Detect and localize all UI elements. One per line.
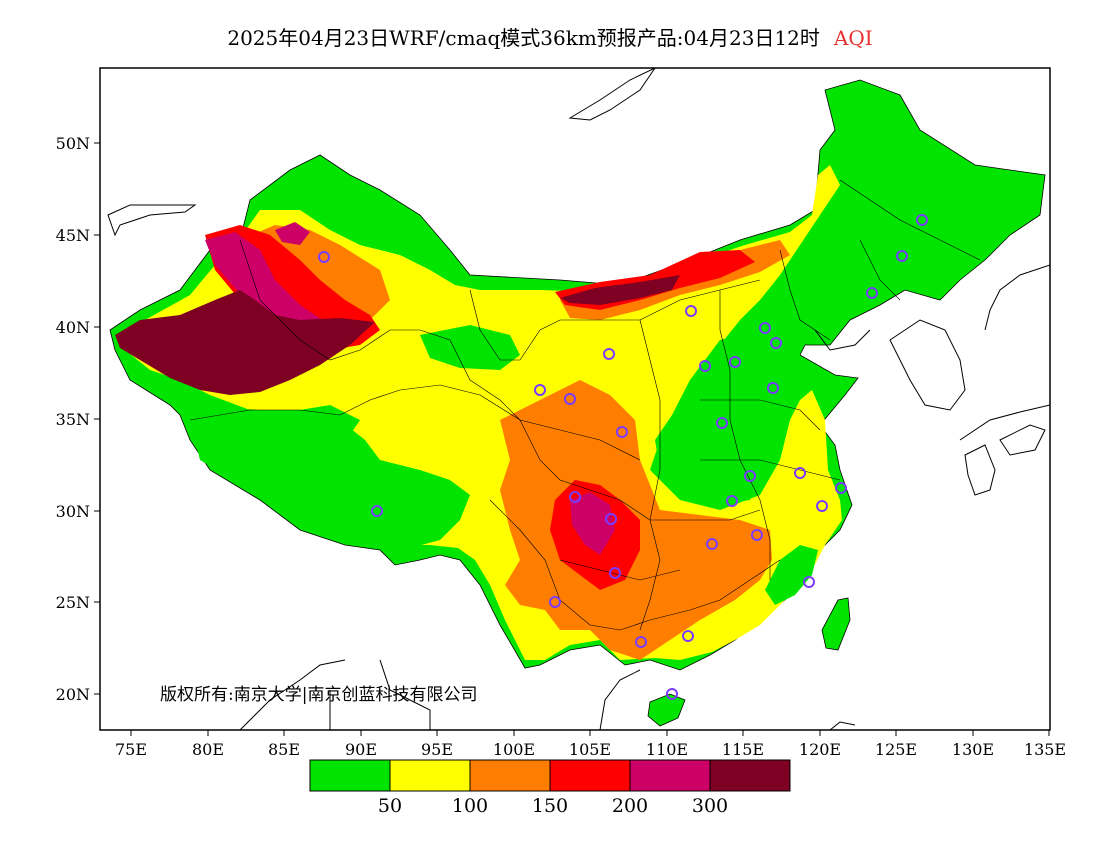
station-marker — [896, 250, 908, 262]
station-marker — [835, 482, 847, 494]
lat-label: 25N — [56, 593, 90, 612]
region-ningxia-good — [420, 325, 520, 370]
lat-axis: 50N 45N 40N 35N 30N 25N 20N — [56, 134, 100, 704]
region-taiwan — [821, 597, 851, 651]
lat-label: 20N — [56, 685, 90, 704]
station-marker — [569, 491, 581, 503]
lon-label: 100E — [493, 740, 535, 759]
station-marker — [729, 356, 741, 368]
station-marker — [770, 337, 782, 349]
lat-label: 50N — [56, 134, 90, 153]
lon-label: 85E — [268, 740, 300, 759]
region-central-good — [660, 460, 760, 505]
map-title: 2025年04月23日WRF/cmaq模式36km预报产品:04月23日12时 A… — [0, 22, 1100, 51]
region-very-unhealthy-southwest — [570, 492, 615, 555]
station-marker — [699, 360, 711, 372]
station-marker — [794, 467, 806, 479]
title-main: 2025年04月23日WRF/cmaq模式36km预报产品:04月23日12时 — [227, 26, 820, 50]
aqi-field — [107, 68, 1050, 730]
station-markers — [318, 214, 928, 700]
coastlines — [107, 68, 1050, 730]
lon-label: 95E — [421, 740, 453, 759]
lon-axis: 75E 80E 85E 90E 95E 100E 105E 110E 115E … — [115, 730, 1066, 759]
aqi-legend: 50 100 150 200 300 — [309, 759, 791, 817]
title-variable: AQI — [833, 26, 873, 50]
legend-label: 150 — [532, 795, 568, 817]
legend-swatch — [709, 759, 791, 792]
station-marker — [816, 500, 828, 512]
legend-label: 100 — [452, 795, 488, 817]
legend-label: 50 — [378, 795, 402, 817]
station-marker — [564, 393, 576, 405]
region-east-good — [765, 545, 818, 605]
legend-swatch — [309, 759, 391, 792]
station-marker — [706, 538, 718, 550]
lat-label: 40N — [56, 318, 90, 337]
station-marker — [751, 529, 763, 541]
legend-label: 200 — [612, 795, 648, 817]
region-hainan — [647, 693, 686, 727]
legend-swatch — [469, 759, 551, 792]
station-marker — [609, 567, 621, 579]
station-marker — [603, 348, 615, 360]
lon-label: 80E — [192, 740, 224, 759]
copyright-notice: 版权所有:南京大学|南京创蓝科技有限公司 — [160, 685, 478, 705]
lon-label: 75E — [115, 740, 147, 759]
station-marker — [318, 251, 330, 263]
station-marker — [549, 596, 561, 608]
region-very-unhealthy-northwest — [205, 232, 345, 345]
station-marker — [803, 576, 815, 588]
lat-label: 30N — [56, 502, 90, 521]
lat-label: 35N — [56, 410, 90, 429]
legend-swatch — [549, 759, 631, 792]
station-marker — [744, 470, 756, 482]
station-marker — [759, 322, 771, 334]
station-marker — [616, 426, 628, 438]
station-marker — [685, 305, 697, 317]
region-hazardous-gobi — [560, 275, 680, 305]
station-marker — [635, 636, 647, 648]
lon-label: 135E — [1024, 740, 1066, 759]
lon-label: 130E — [952, 740, 994, 759]
station-marker — [716, 417, 728, 429]
station-marker — [767, 382, 779, 394]
station-marker — [916, 214, 928, 226]
region-tibet-good — [190, 408, 470, 548]
lon-label: 105E — [569, 740, 611, 759]
lon-label: 125E — [875, 740, 917, 759]
legend-swatch — [629, 759, 711, 792]
legend-swatch — [389, 759, 471, 792]
station-marker — [726, 495, 738, 507]
region-very-unhealthy-altai — [275, 222, 310, 245]
station-marker — [682, 630, 694, 642]
legend-label: 300 — [692, 795, 728, 817]
station-marker — [605, 513, 617, 525]
lat-label: 45N — [56, 226, 90, 245]
lon-label: 120E — [799, 740, 841, 759]
station-marker — [371, 505, 383, 517]
lon-label: 115E — [722, 740, 764, 759]
lon-label: 90E — [345, 740, 377, 759]
lon-label: 110E — [646, 740, 688, 759]
station-marker — [666, 688, 678, 700]
station-marker — [534, 384, 546, 396]
station-marker — [866, 287, 878, 299]
region-hazardous-taklimakan — [115, 290, 375, 395]
